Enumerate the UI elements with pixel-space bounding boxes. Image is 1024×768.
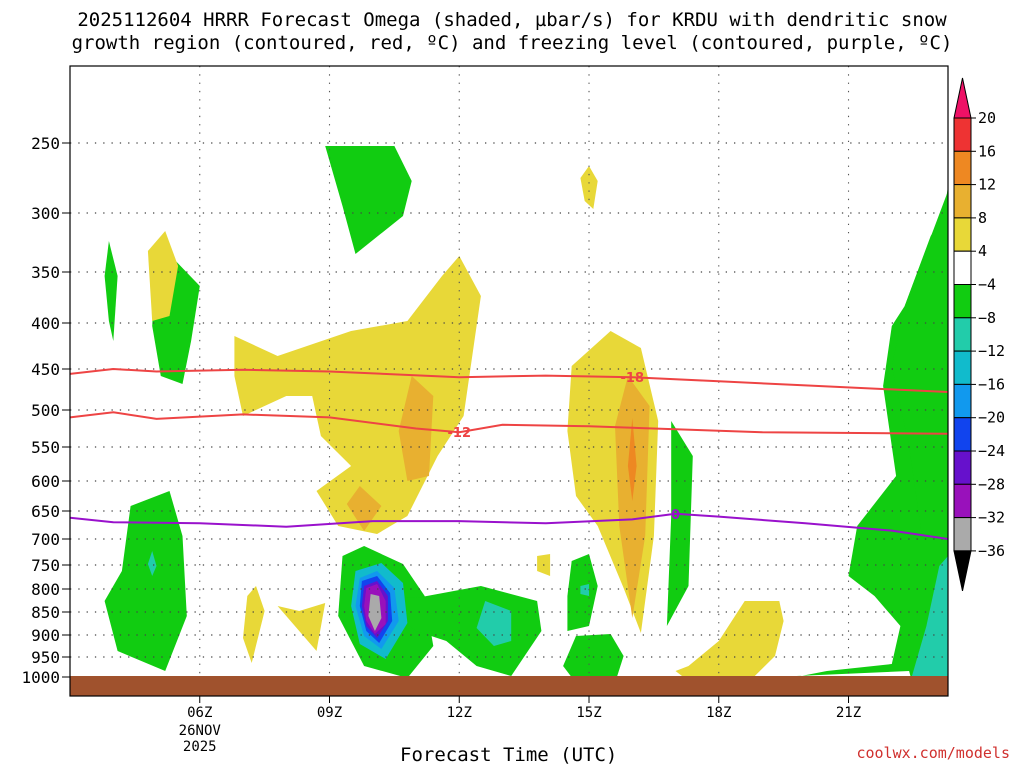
y-tick-label: 750 — [31, 556, 60, 575]
x-tick-label: 06Z — [187, 705, 212, 721]
colorbar-bottom-arrow — [953, 550, 972, 592]
omega-region — [147, 231, 179, 321]
colorbar-top-arrow — [953, 77, 972, 119]
colorbar-swatch — [953, 150, 972, 186]
colorbar-label: 4 — [978, 242, 987, 260]
y-tick-label: 550 — [31, 438, 60, 457]
chart-title-line-2: growth region (contoured, red, ºC) and f… — [71, 32, 953, 54]
omega-region — [104, 241, 118, 341]
omega-region — [585, 709, 719, 736]
colorbar-label: −24 — [978, 442, 1005, 460]
colorbar-label: −32 — [978, 509, 1005, 527]
colorbar-label: −36 — [978, 542, 1005, 560]
chart-title-line-1: 2025112604 HRRR Forecast Omega (shaded, … — [77, 9, 947, 31]
y-tick-label: 700 — [31, 530, 60, 549]
omega-shading-layer — [104, 146, 948, 736]
omega-region — [580, 166, 598, 209]
y-axis: 250 300 350 400 450 500 550 600 650 700 750 800 850 9… — [21, 134, 70, 687]
date-label: 2025 — [183, 739, 217, 755]
y-tick-label: 250 — [31, 134, 60, 153]
colorbar-label: −12 — [978, 342, 1005, 360]
omega-region — [325, 146, 412, 254]
colorbar-label: 8 — [978, 209, 987, 227]
y-tick-label: 600 — [31, 472, 60, 491]
colorbar-swatch — [953, 350, 972, 385]
omega-region — [675, 601, 784, 686]
colorbar-label: −16 — [978, 375, 1005, 393]
colorbar-swatch — [953, 117, 972, 152]
omega-region — [666, 421, 693, 626]
colorbar-swatch — [953, 317, 972, 352]
colorbar-label: 12 — [978, 176, 996, 194]
colorbar-swatch — [953, 450, 972, 485]
omega-region — [346, 486, 382, 531]
y-tick-label: 500 — [31, 401, 60, 420]
contour-line — [70, 512, 948, 540]
y-tick-label: 800 — [31, 580, 60, 599]
ground-terrain — [70, 676, 948, 696]
y-tick-label: 1000 — [21, 668, 60, 687]
y-tick-label: 450 — [31, 360, 60, 379]
colorbar-label: −8 — [978, 309, 996, 327]
y-tick-label: 850 — [31, 603, 60, 622]
omega-region — [886, 556, 948, 696]
omega-region — [891, 186, 948, 566]
x-tick-label: 09Z — [317, 705, 342, 721]
grid-layer — [70, 66, 948, 696]
y-tick-label: 650 — [31, 502, 60, 521]
omega-region — [627, 418, 637, 501]
omega-region — [147, 551, 157, 576]
colorbar-swatch — [953, 483, 972, 519]
colorbar-swatch — [953, 383, 972, 419]
x-axis-title: Forecast Time (UTC) — [400, 744, 618, 766]
y-tick-label: 350 — [31, 263, 60, 282]
colorbar-swatch — [953, 184, 972, 219]
colorbar-label: 16 — [978, 142, 996, 160]
x-tick-label: 18Z — [706, 705, 731, 721]
omega-region — [368, 594, 382, 631]
colorbar-label: −28 — [978, 475, 1005, 493]
credit-link[interactable]: coolwx.com/models — [856, 744, 1010, 762]
colorbar-label: 20 — [978, 109, 996, 127]
contour-line — [70, 411, 948, 435]
colorbar-label: −20 — [978, 409, 1005, 427]
omega-region — [563, 634, 624, 683]
x-tick-label: 21Z — [836, 705, 861, 721]
contour-label: 0 — [671, 508, 680, 523]
omega-region — [580, 584, 589, 596]
y-tick-label: 400 — [31, 314, 60, 333]
y-tick-label: 900 — [31, 626, 60, 645]
omega-region — [104, 491, 187, 671]
contour-label: -18 — [621, 371, 645, 386]
plot-frame — [69, 65, 949, 697]
date-label: 26NOV — [179, 723, 222, 739]
x-tick-label: 15Z — [576, 705, 601, 721]
y-tick-label: 300 — [31, 204, 60, 223]
contour-label: -12 — [448, 426, 472, 441]
colorbar-label: −4 — [978, 276, 996, 294]
colorbar-swatch — [953, 284, 972, 319]
colorbar-swatch — [953, 517, 972, 552]
colorbar-swatch — [953, 417, 972, 452]
y-tick-label: 950 — [31, 648, 60, 667]
omega-region — [671, 719, 688, 728]
omega-region — [277, 603, 326, 651]
colorbar-swatch — [953, 217, 972, 252]
contour-layer: -18 -12 0 — [70, 367, 948, 540]
contour-line — [70, 367, 948, 393]
omega-region — [243, 586, 265, 663]
colorbar: 20 16 12 8 4 −4 −8 −12 −16 −20 −24 −28 −32 −36 — [953, 77, 1005, 592]
colorbar-swatch — [953, 250, 972, 285]
x-tick-label: 12Z — [447, 705, 472, 721]
